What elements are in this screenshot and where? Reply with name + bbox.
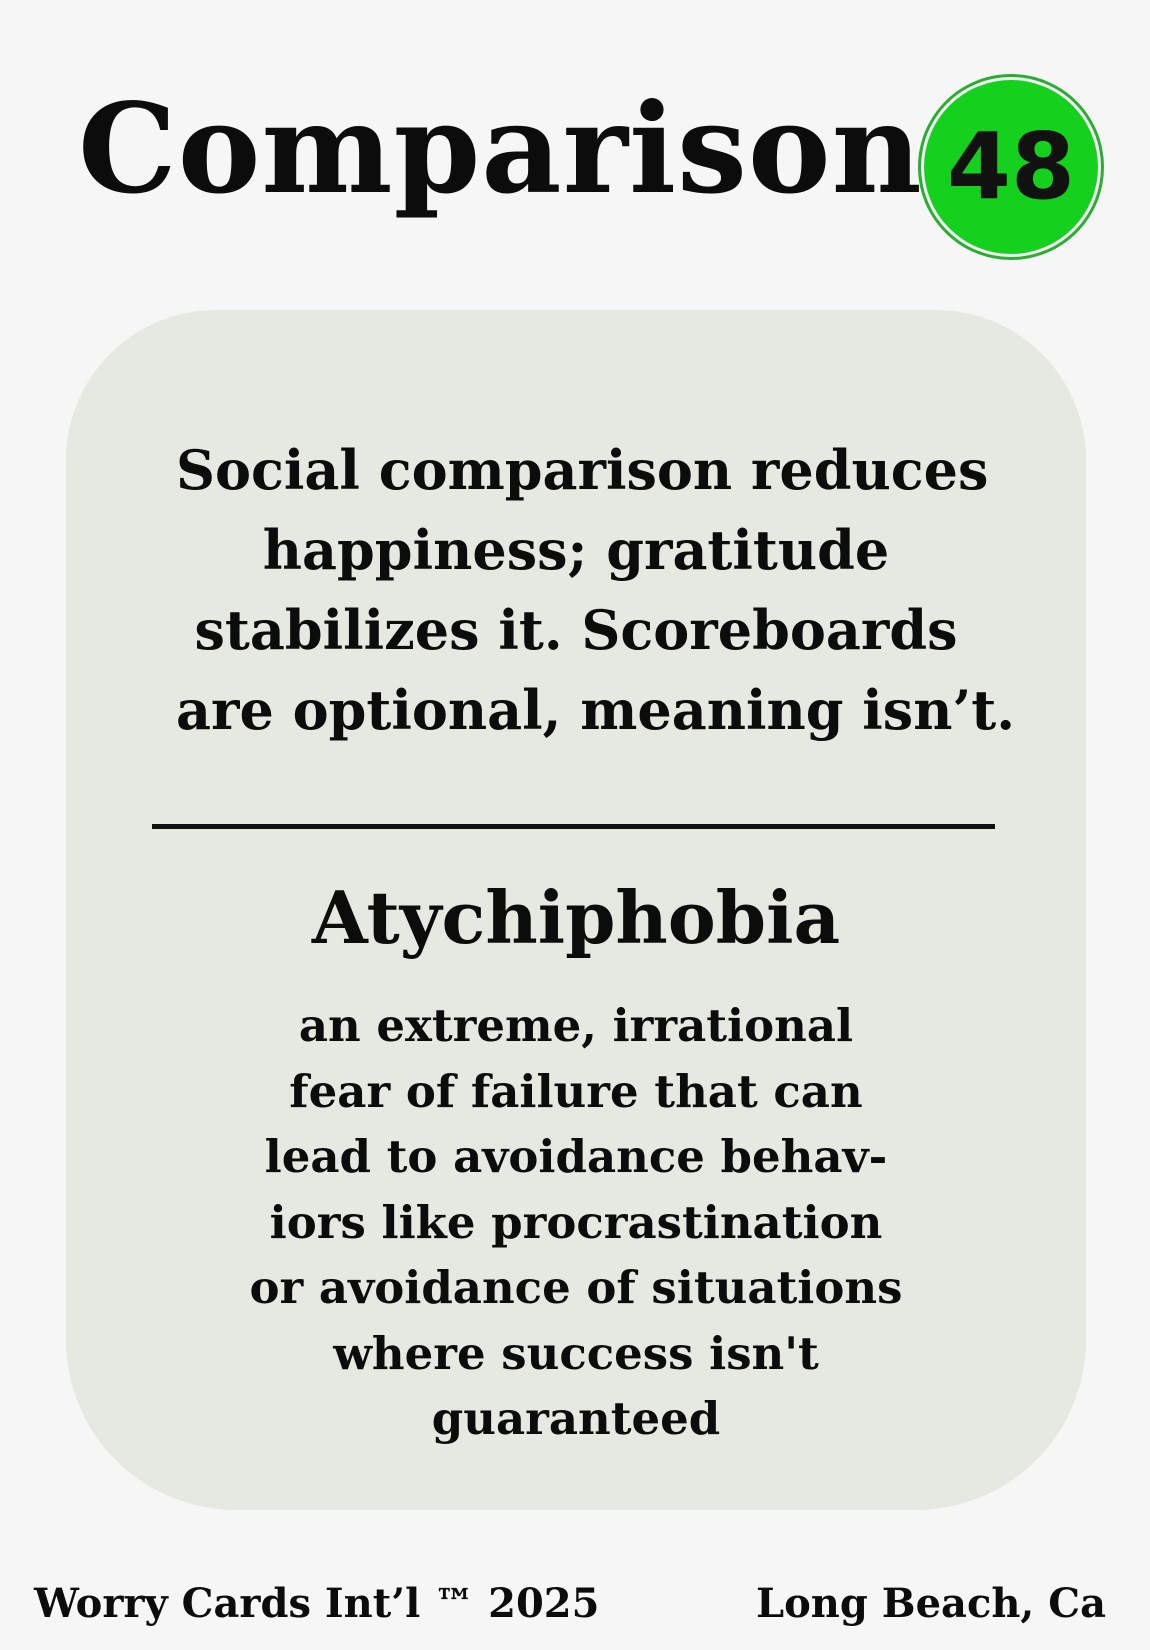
definition-line: or avoidance of situations [249,1261,903,1314]
card-panel: Social comparison reduces happiness; gra… [66,310,1086,1510]
definition-line: lead to avoidance behav- [264,1130,888,1183]
quote-text: Social comparison reduces happiness; gra… [176,430,1016,750]
definition-line: where success isn't [333,1326,819,1380]
term-heading: Atychiphobia [311,875,841,960]
quote-line: are optional, meaning isn’t. [176,678,1016,742]
quote-line: happiness; gratitude [262,518,890,582]
card-title: Comparison [78,77,923,222]
divider [152,824,995,829]
card-number-badge: 48 [924,80,1098,254]
card-number: 48 [946,113,1076,220]
quote-line: Social comparison reduces [176,438,989,502]
location-footer: Long Beach, Ca [756,1580,1106,1627]
term-definition: an extreme, irrational fear of failure t… [176,993,976,1452]
definition-line: fear of failure that can [289,1064,863,1118]
definition-line: guaranteed [431,1392,721,1445]
definition-line: an extreme, irrational [298,999,854,1052]
definition-line: iors like procrastination [269,1195,883,1249]
quote-line: stabilizes it. Scoreboards [194,598,958,662]
copyright-footer: Worry Cards Int’l ™ 2025 [34,1580,600,1627]
